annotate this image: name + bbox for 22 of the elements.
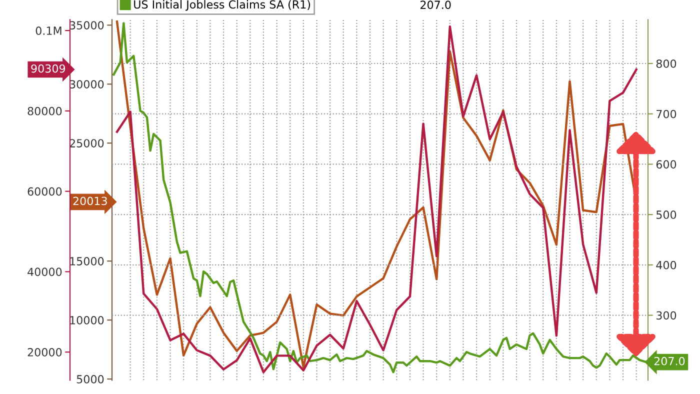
y3-tick-label: 60000 [28, 187, 62, 196]
y2-tick-label: 500 [656, 210, 676, 219]
y2-tick-label: 700 [656, 110, 676, 118]
y-tick-label: 30000 [70, 80, 104, 88]
text: 90309 [31, 64, 66, 73]
y-tick-label: 15000 [70, 257, 104, 266]
y-tick-label: 25000 [70, 139, 104, 148]
y2-tick-label: 600 [656, 160, 676, 169]
text: 207.0 [420, 0, 451, 10]
y3-tick-label: 80000 [28, 106, 62, 116]
y-tick-label: 5000 [76, 375, 104, 384]
y2-tick-label: 300 [656, 311, 676, 320]
y3-tick-label: 0.1M [36, 26, 62, 35]
y-tick-label: 35000 [70, 21, 104, 30]
legend-label: US Initial Jobless Claims SA (R1) [134, 0, 310, 11]
y3-tick-label: 20000 [28, 348, 62, 356]
y-tick-label: 10000 [70, 316, 104, 324]
y2-tick-label: 800 [656, 59, 676, 68]
text: 20013 [73, 196, 107, 206]
text: 207.0 [654, 356, 685, 366]
y3-tick-label: 40000 [28, 268, 62, 276]
y2-tick-label: 400 [656, 260, 676, 270]
